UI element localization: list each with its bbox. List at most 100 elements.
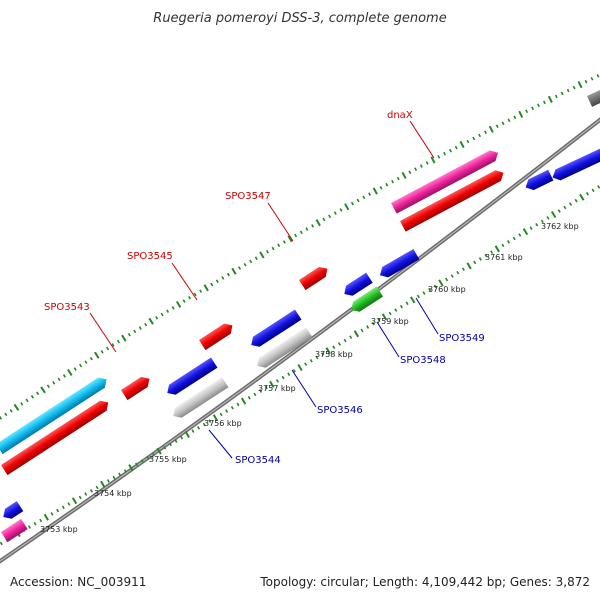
minor-tick [57,377,61,382]
minor-tick [0,541,3,546]
minor-tick [281,375,285,380]
major-tick [315,219,321,227]
minor-tick [199,289,203,293]
minor-tick [39,518,43,523]
minor-tick [166,309,170,313]
scale-label: 3753 kbp [40,525,78,534]
major-tick [121,334,127,342]
gene-spo3544[interactable] [164,357,218,399]
gene-red-forward-large[interactable] [1,397,112,476]
minor-tick [585,191,589,196]
minor-tick [27,525,31,529]
minor-tick [343,338,347,343]
gene-pink-reverse-left[interactable] [1,518,28,543]
minor-tick [356,198,360,203]
minor-tick [294,233,298,238]
minor-tick [111,343,115,347]
major-tick [488,125,494,133]
gene-blue-reverse-left[interactable] [0,501,24,522]
label-spo3549: SPO3549 [439,333,485,344]
minor-tick [106,346,110,351]
major-tick [325,347,331,355]
gene-spo3549[interactable] [377,249,420,280]
minor-tick [133,329,137,334]
major-tick [381,313,388,321]
minor-tick [513,115,517,120]
minor-tick [419,164,423,168]
minor-tick [210,282,214,287]
minor-tick [339,208,343,212]
reverse-leader-lines [208,297,439,459]
minor-tick [238,266,242,270]
minor-tick [425,161,429,165]
gene-cyan-forward[interactable] [0,374,110,455]
major-tick [518,110,524,118]
minor-tick [433,284,437,289]
gene-dnax[interactable] [391,148,501,214]
minor-tick [180,435,184,440]
minor-tick [456,270,460,275]
minor-tick [202,422,206,427]
scale-label: 3755 kbp [149,455,187,464]
minor-tick [566,88,570,93]
minor-tick [160,312,164,317]
minor-tick [554,94,558,99]
minor-tick [236,402,240,407]
gene-blue-reverse-right-large[interactable] [550,145,600,183]
minor-tick [249,259,253,264]
minor-tick [73,367,77,371]
label-spo3546: SPO3546 [317,405,363,416]
minor-tick [563,205,567,210]
scale-label: 3759 kbp [371,317,409,326]
gene-spo3547[interactable] [299,264,331,291]
major-tick [550,210,557,219]
minor-tick [171,306,175,310]
minor-tick [507,240,511,244]
minor-tick [264,385,268,390]
minor-tick [391,179,395,184]
minor-tick [360,328,364,333]
minor-tick [461,267,465,272]
gene-gray-edge[interactable] [587,87,600,107]
major-tick [401,171,407,179]
major-tick [212,414,219,422]
gene-gray-reverse-2[interactable] [254,327,313,371]
gene-spo3543[interactable] [121,374,153,401]
minor-tick [507,118,511,123]
minor-tick [569,202,573,206]
gene-spo3548[interactable] [348,286,384,315]
minor-tick [271,246,275,251]
minor-tick [9,409,13,413]
major-tick [438,279,444,287]
gene-red-forward-right[interactable] [400,167,506,232]
minor-tick [84,360,88,364]
minor-tick [484,253,488,258]
major-tick [577,81,583,89]
major-tick [372,187,378,195]
gene-spo3546[interactable] [248,309,302,351]
major-tick [344,203,350,211]
minor-tick [275,379,279,383]
minor-tick [490,250,494,254]
minor-tick [254,256,258,260]
major-tick [94,351,100,359]
minor-tick [79,363,83,368]
gene-blue-reverse-small[interactable] [341,272,373,299]
minor-tick [46,384,50,389]
minor-tick [61,505,65,510]
minor-tick [230,405,234,410]
gene-gray-reverse-1[interactable] [170,377,229,421]
gene-blue-reverse-right-small[interactable] [523,169,554,193]
minor-tick [174,439,178,443]
accession-label: Accession: NC_003911 [10,575,146,589]
minor-tick [322,217,326,222]
minor-tick [531,106,535,111]
major-tick [175,300,182,308]
minor-tick [501,121,505,126]
major-tick [184,430,190,439]
major-tick [67,368,73,376]
minor-tick [450,274,454,278]
minor-tick [247,395,251,400]
gene-spo3545[interactable] [199,320,236,351]
